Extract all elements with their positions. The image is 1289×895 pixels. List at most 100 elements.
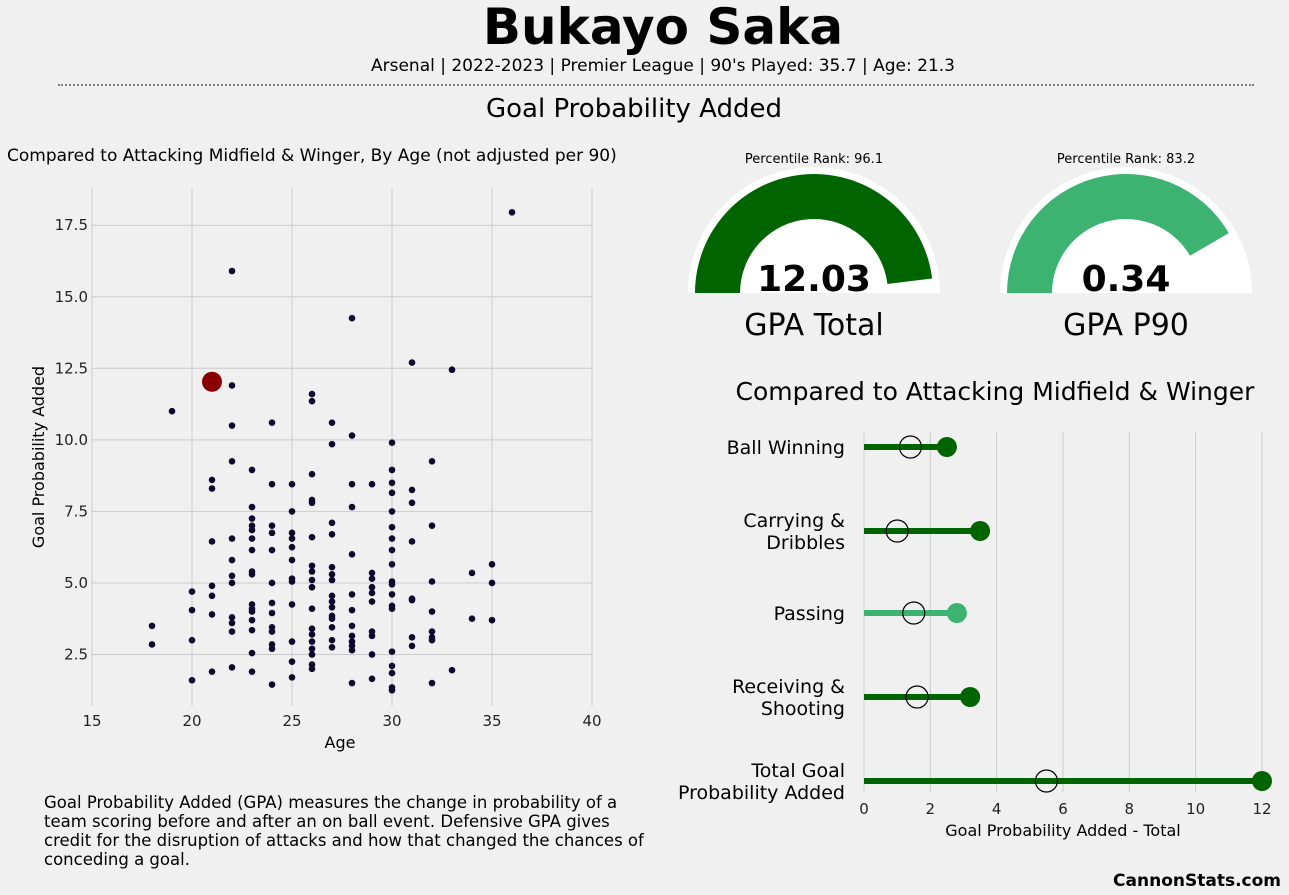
scatter-point xyxy=(388,605,396,612)
scatter-point xyxy=(208,668,216,675)
scatter-point xyxy=(448,366,456,374)
scatter-point xyxy=(208,592,216,600)
x-tick-label: 15 xyxy=(82,712,101,730)
scatter-point xyxy=(428,608,436,615)
scatter-point xyxy=(328,519,336,527)
x-tick-label: 35 xyxy=(482,712,501,730)
scatter-point xyxy=(188,606,196,614)
y-tick-label: 5.0 xyxy=(64,574,88,592)
comparison-marker xyxy=(1034,769,1059,793)
scatter-point xyxy=(268,681,276,688)
scatter-point xyxy=(348,606,356,614)
y-tick-label: 10.0 xyxy=(55,431,88,449)
scatter-point xyxy=(408,486,416,494)
scatter-point xyxy=(368,651,376,658)
gauge-percentile-label: Percentile Rank: 83.2 xyxy=(1057,152,1195,167)
scatter-point xyxy=(228,422,236,429)
x-tick-label: 4 xyxy=(992,800,1002,818)
scatter-point xyxy=(148,622,156,630)
x-tick-label: 0 xyxy=(859,800,869,818)
scatter-point xyxy=(468,569,476,577)
x-tick-label: 8 xyxy=(1125,800,1135,818)
scatter-point xyxy=(308,645,316,653)
scatter-point xyxy=(328,440,336,448)
scatter-point xyxy=(288,508,296,515)
scatter-point xyxy=(228,535,236,542)
gauge-value-arc xyxy=(695,174,933,293)
player-marker xyxy=(970,521,991,541)
scatter-point xyxy=(368,598,376,605)
scatter-point xyxy=(328,563,336,571)
scatter-point xyxy=(308,533,316,541)
scatter-point xyxy=(328,603,336,611)
category-label: Total Goal xyxy=(750,760,845,782)
x-tick-label: 20 xyxy=(182,712,201,730)
scatter-point xyxy=(388,669,396,677)
comparison-marker xyxy=(905,685,929,709)
scatter-point xyxy=(248,571,256,578)
scatter-point xyxy=(368,583,376,591)
scatter-point xyxy=(248,608,256,615)
scatter-point xyxy=(368,632,376,640)
y-axis-label: Goal Probability Added xyxy=(29,366,48,548)
category-label: Passing xyxy=(774,603,845,625)
scatter-point xyxy=(468,615,476,623)
scatter-point xyxy=(308,390,316,398)
scatter-point xyxy=(268,645,276,653)
lollipop-chart: Compared to Attacking Midfield & Winger 0… xyxy=(678,377,1272,840)
scatter-point xyxy=(348,679,356,687)
gauges-panel: Percentile Rank: 96.1 12.03 GPA Total Perce… xyxy=(688,152,1252,343)
scatter-point xyxy=(348,480,356,488)
scatter-point xyxy=(408,634,416,641)
scatter-point xyxy=(228,613,236,621)
footer-credit: CannonStats.com xyxy=(1113,871,1281,891)
scatter-point xyxy=(328,571,336,578)
scatter-point xyxy=(308,665,316,673)
category-label: Receiving & xyxy=(732,676,845,698)
scatter-point xyxy=(348,314,356,322)
scatter-point xyxy=(408,596,416,604)
x-tick-label: 30 xyxy=(382,712,401,730)
scatter-point xyxy=(428,458,436,465)
scatter-point xyxy=(388,591,396,598)
scatter-point xyxy=(248,503,256,511)
scatter-point xyxy=(508,209,516,216)
scatter-point xyxy=(228,572,236,580)
scatter-point xyxy=(388,523,396,531)
scatter-point xyxy=(308,638,316,645)
scatter-point xyxy=(248,526,256,534)
scatter-point xyxy=(348,622,356,630)
scatter-point xyxy=(328,576,336,584)
scatter-point xyxy=(328,644,336,651)
scatter-point xyxy=(288,535,296,542)
comparison-marker xyxy=(898,435,923,459)
scatter-point xyxy=(248,616,256,624)
scatter-point xyxy=(388,648,396,655)
scatter-point xyxy=(388,535,396,542)
scatter-point xyxy=(268,609,276,617)
scatter-chart: 15 20 25 30 35 40 2.5 5.0 7.5 10.0 12.5 15.0 17.5 Age… xyxy=(29,188,602,752)
scatter-point xyxy=(188,676,196,684)
scatter-heading: Compared to Attacking Midfield & Winger,… xyxy=(7,146,617,166)
x-tick-label: 25 xyxy=(282,712,301,730)
x-axis-label: Age xyxy=(325,733,356,752)
x-axis-label: Goal Probability Added - Total xyxy=(945,821,1180,840)
scatter-point xyxy=(428,679,436,687)
scatter-point xyxy=(328,419,336,426)
scatter-point xyxy=(148,641,156,648)
scatter-point xyxy=(208,582,216,590)
scatter-point xyxy=(248,535,256,542)
scatter-point xyxy=(208,611,216,618)
scatter-point xyxy=(288,529,296,537)
scatter-point xyxy=(388,439,396,447)
y-tick-label: 17.5 xyxy=(55,216,88,234)
scatter-point xyxy=(348,432,356,439)
scatter-point xyxy=(488,561,496,568)
scatter-point xyxy=(408,499,416,507)
scatter-point xyxy=(268,628,276,635)
scatter-point xyxy=(228,267,236,275)
scatter-point xyxy=(368,569,376,577)
player-marker xyxy=(946,603,967,623)
scatter-point xyxy=(248,515,256,522)
x-tick-label: 6 xyxy=(1058,800,1068,818)
